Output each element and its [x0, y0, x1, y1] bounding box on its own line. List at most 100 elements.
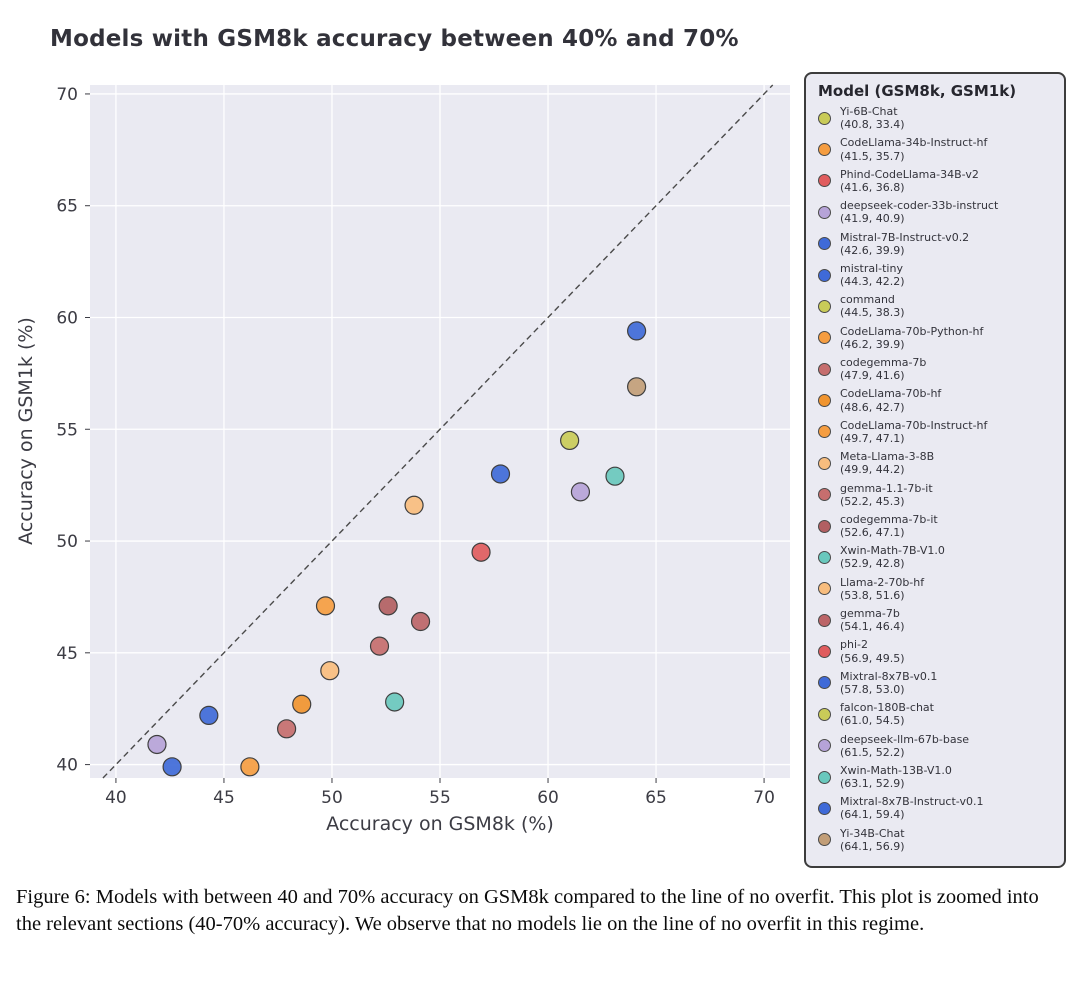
- legend-model-values: (52.2, 45.3): [840, 494, 905, 508]
- legend-model-name: gemma-1.1-7b-it: [840, 481, 933, 495]
- legend-model-values: (41.5, 35.7): [840, 149, 905, 163]
- legend-item: CodeLlama-70b-Python-hf (46.2, 39.9): [818, 325, 1054, 351]
- legend-item: gemma-1.1-7b-it (52.2, 45.3): [818, 482, 1054, 508]
- legend-marker-icon: [818, 645, 831, 659]
- legend-model-name: Xwin-Math-7B-V1.0: [840, 544, 945, 558]
- y-tick-label: 45: [56, 644, 78, 664]
- x-tick-label: 50: [321, 788, 343, 808]
- scatter-points: [147, 321, 647, 777]
- legend-model-values: (41.9, 40.9): [840, 212, 905, 226]
- legend-label: Meta-Llama-3-8B (49.9, 44.2): [840, 450, 934, 476]
- legend-label: deepseek-coder-33b-instruct (41.9, 40.9): [840, 199, 998, 225]
- legend-model-name: mistral-tiny: [840, 261, 903, 275]
- legend-marker-icon: [818, 739, 831, 753]
- legend-model-values: (46.2, 39.9): [840, 337, 905, 351]
- x-tick-label: 70: [753, 788, 775, 808]
- legend-label: gemma-1.1-7b-it (52.2, 45.3): [840, 482, 933, 508]
- scatter-point-falcon-180B-chat: [560, 430, 580, 451]
- legend-model-name: codegemma-7b-it: [840, 512, 938, 526]
- scatter-point-codegemma-7b: [277, 719, 297, 739]
- legend-model-values: (54.1, 46.4): [840, 620, 905, 634]
- legend-model-values: (41.6, 36.8): [840, 180, 905, 194]
- legend-model-name: Yi-6B-Chat: [840, 105, 898, 118]
- legend-item: CodeLlama-70b-hf (48.6, 42.7): [818, 387, 1054, 414]
- legend-model-name: Mistral-7B-Instruct-v0.2: [840, 230, 970, 244]
- legend-marker-icon: [818, 550, 831, 564]
- legend-marker-icon: [818, 111, 831, 125]
- scatter-point-Meta-Llama-3-8B: [320, 661, 340, 681]
- legend-model-name: CodeLlama-70b-Python-hf: [840, 324, 984, 338]
- scatter-point-Mistral-7B-Instruct-v0.2: [162, 757, 182, 777]
- scatter-point-deepseek-coder-33b-instruct: [147, 734, 167, 755]
- legend-marker-icon: [818, 425, 831, 439]
- scatter-point-gemma-1.1-7b-it: [369, 636, 390, 656]
- no-overfit-line: [102, 84, 774, 779]
- legend-model-values: (44.3, 42.2): [840, 275, 905, 289]
- chart-title: Models with GSM8k accuracy between 40% a…: [50, 26, 739, 52]
- y-tick-label: 65: [56, 197, 78, 217]
- legend-model-values: (61.0, 54.5): [840, 714, 905, 728]
- legend-item: deepseek-llm-67b-base (61.5, 52.2): [818, 733, 1054, 759]
- figure-caption: Figure 6: Models with between 40 and 70%…: [16, 886, 1039, 936]
- legend-label: CodeLlama-34b-Instruct-hf (41.5, 35.7): [840, 136, 987, 162]
- legend-label: Llama-2-70b-hf (53.8, 51.6): [840, 576, 924, 602]
- legend-label: CodeLlama-70b-Instruct-hf (49.7, 47.1): [840, 419, 987, 445]
- legend-marker-icon: [818, 801, 831, 815]
- legend-model-name: falcon-180B-chat: [840, 701, 934, 715]
- legend-marker-icon: [818, 456, 831, 470]
- scatter-point-Xwin-Math-7B-V1.0: [385, 692, 405, 712]
- y-tick-label: 70: [56, 85, 78, 105]
- legend-label: phi-2 (56.9, 49.5): [840, 638, 905, 664]
- legend-model-values: (48.6, 42.7): [840, 400, 905, 414]
- scatter-point-mistral-tiny: [199, 705, 219, 726]
- legend-model-name: Mixtral-8x7B-Instruct-v0.1: [840, 795, 984, 809]
- legend-item: Xwin-Math-13B-V1.0 (63.1, 52.9): [818, 764, 1054, 790]
- legend-marker-icon: [818, 237, 831, 251]
- legend: Model (GSM8k, GSM1k) Yi-6B-Chat (40.8, 33…: [804, 72, 1066, 868]
- legend-item: Yi-34B-Chat (64.1, 56.9): [818, 827, 1054, 853]
- legend-model-name: CodeLlama-70b-Instruct-hf: [840, 418, 988, 432]
- legend-marker-icon: [818, 770, 831, 784]
- legend-item: Meta-Llama-3-8B (49.9, 44.2): [818, 450, 1054, 476]
- scatter-point-CodeLlama-70b-Instruct-hf: [315, 596, 336, 616]
- x-tick-label: 40: [105, 788, 127, 808]
- legend-item: falcon-180B-chat (61.0, 54.5): [818, 701, 1054, 727]
- scatter-plot: 40 45 50 55 60 65 70 40 45 50 55 60 65 70 Accuracy on…: [15, 84, 790, 835]
- legend-item: Phind-CodeLlama-34B-v2 (41.6, 36.8): [818, 168, 1054, 194]
- legend-marker-icon: [818, 519, 831, 533]
- legend-label: CodeLlama-70b-hf (48.6, 42.7): [840, 387, 941, 413]
- legend-model-values: (63.1, 52.9): [840, 777, 905, 791]
- legend-marker-icon: [818, 299, 831, 313]
- scatter-point-CodeLlama-70b-hf: [292, 694, 312, 714]
- legend-item: Yi-6B-Chat (40.8, 33.4): [818, 105, 1054, 131]
- y-tick-label: 40: [56, 756, 78, 776]
- scatter-point-deepseek-llm-67b-base: [570, 482, 591, 502]
- scatter-point-Mixtral-8x7B-v0.1: [490, 464, 511, 484]
- y-tick-label: 55: [56, 420, 78, 440]
- y-axis-label: Accuracy on GSM1k (%): [15, 317, 37, 545]
- legend-item: Mixtral-8x7B-Instruct-v0.1 (64.1, 59.4): [818, 795, 1054, 821]
- legend-model-values: (49.7, 47.1): [840, 431, 905, 445]
- legend-model-values: (49.9, 44.2): [840, 463, 905, 477]
- legend-marker-icon: [818, 205, 831, 219]
- legend-label: CodeLlama-70b-Python-hf (46.2, 39.9): [840, 325, 983, 351]
- legend-model-name: Yi-34B-Chat: [840, 826, 905, 840]
- x-tick-label: 45: [213, 788, 235, 808]
- y-tick-label: 60: [56, 308, 78, 328]
- scatter-point-phi-2: [471, 542, 491, 562]
- legend-label: Yi-34B-Chat (64.1, 56.9): [840, 827, 905, 853]
- legend-marker-icon: [818, 676, 831, 690]
- legend-model-name: Phind-CodeLlama-34B-v2: [840, 167, 979, 181]
- legend-model-values: (52.6, 47.1): [840, 526, 905, 540]
- legend-marker-icon: [818, 362, 831, 376]
- legend-model-name: codegemma-7b: [840, 356, 927, 369]
- legend-model-name: phi-2: [840, 638, 868, 652]
- legend-model-name: Llama-2-70b-hf: [840, 575, 925, 589]
- legend-model-name: deepseek-coder-33b-instruct: [840, 199, 999, 213]
- scatter-point-codegemma-7b-it: [378, 596, 398, 616]
- legend-model-name: Mixtral-8x7B-v0.1: [840, 669, 938, 683]
- legend-label: command (44.5, 38.3): [840, 293, 905, 319]
- legend-label: Phind-CodeLlama-34B-v2 (41.6, 36.8): [840, 168, 979, 194]
- legend-model-name: command: [840, 293, 895, 307]
